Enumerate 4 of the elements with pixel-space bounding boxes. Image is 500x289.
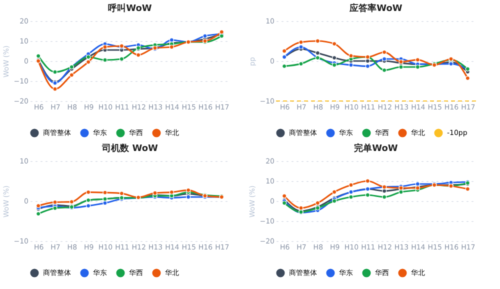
chart-title: 完单WoW <box>354 143 398 154</box>
chart-title: 呼叫WoW <box>108 3 152 14</box>
chart-title: 应答率WoW <box>348 3 402 14</box>
chart-title: 司机数 WoW <box>101 143 158 154</box>
